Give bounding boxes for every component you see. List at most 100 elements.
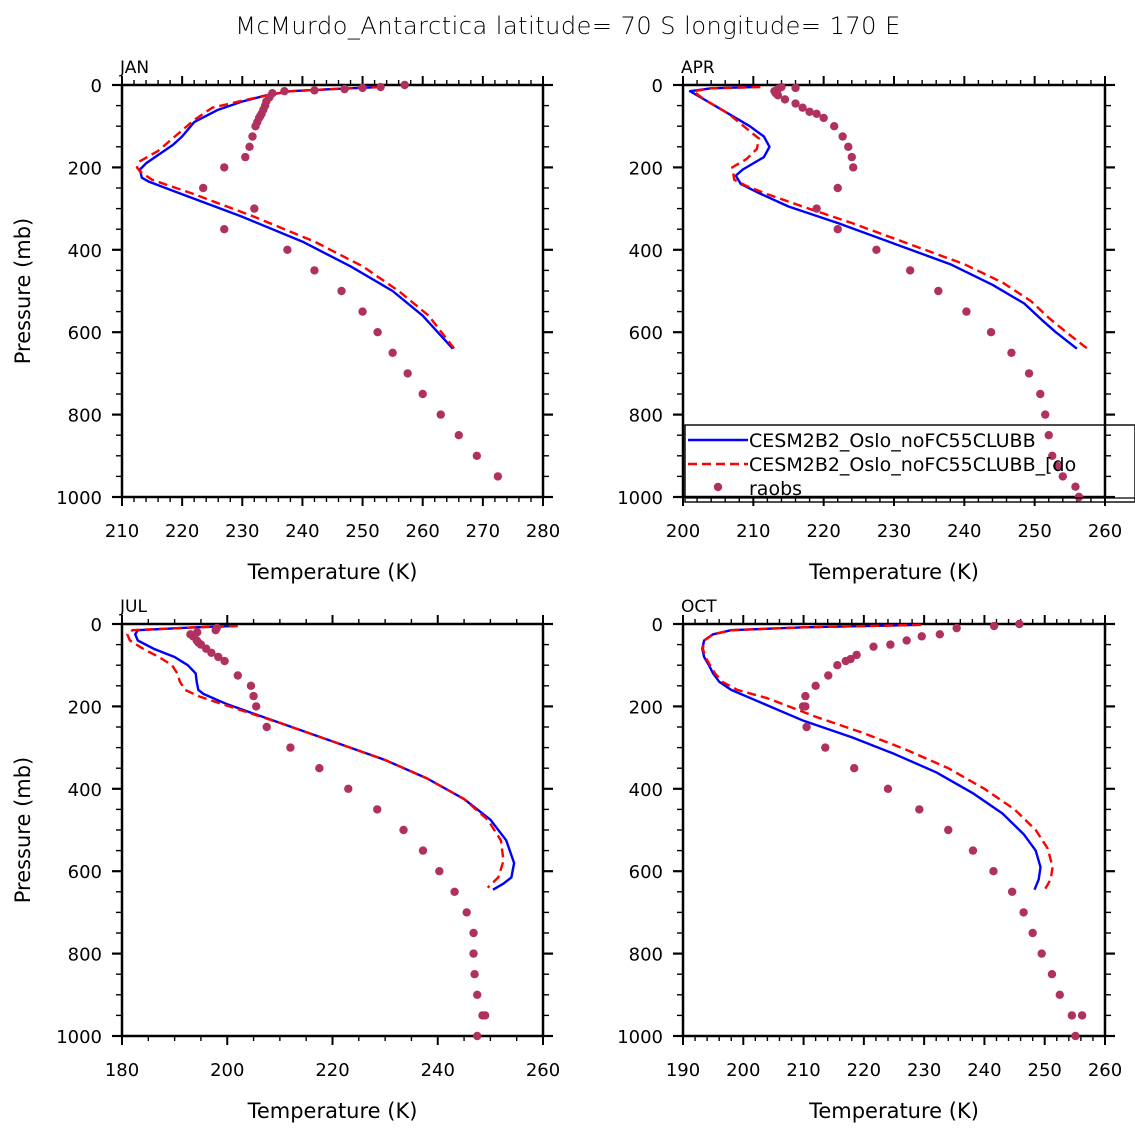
raobs-point: [480, 1011, 490, 1020]
raobs-point: [833, 661, 842, 670]
raobs-point: [450, 887, 459, 896]
y-tick-label: 400: [629, 780, 663, 801]
raobs-point: [1024, 369, 1034, 378]
raobs-point: [812, 204, 821, 213]
raobs-point: [1019, 908, 1028, 917]
legend: CESM2B2_Oslo_noFC55CLUBBCESM2B2_Oslo_noF…: [684, 424, 1135, 503]
x-tick-label: 250: [1028, 1060, 1062, 1081]
raobs-point: [493, 472, 503, 481]
raobs-point: [968, 846, 978, 855]
raobs-point: [798, 103, 807, 112]
legend-box: [684, 424, 1135, 503]
y-tick-label: 400: [68, 241, 102, 262]
raobs-point: [435, 867, 444, 876]
raobs-point: [469, 949, 478, 958]
raobs-point: [310, 86, 319, 95]
raobs-point: [791, 83, 800, 93]
x-axis-title: Temperature (K): [808, 560, 979, 584]
raobs-point: [1028, 928, 1037, 938]
raobs-point: [798, 702, 808, 711]
raobs-point: [340, 84, 349, 94]
raobs-point: [1048, 451, 1057, 460]
raobs-point: [220, 656, 229, 666]
raobs-point: [833, 183, 842, 193]
raobs-point: [280, 86, 289, 96]
legend-label: CESM2B2_Oslo_noFC55CLUBB: [749, 430, 1036, 452]
model-solid-line: [688, 85, 1078, 350]
y-tick-label: 1000: [617, 488, 663, 509]
raobs-point: [886, 640, 895, 649]
raobs-point: [211, 625, 220, 635]
raobs-point: [934, 286, 943, 296]
raobs-point: [844, 142, 853, 151]
raobs-point: [376, 82, 385, 92]
raobs-point: [989, 867, 998, 876]
x-tick-label: 200: [726, 1060, 760, 1081]
raobs-point: [251, 122, 260, 131]
raobs-point: [1036, 389, 1045, 399]
raobs-point: [847, 152, 856, 162]
raobs-point: [850, 764, 859, 773]
y-tick-label: 600: [68, 862, 102, 883]
y-tick-label: 1000: [56, 488, 102, 509]
x-tick-label: 220: [847, 1060, 881, 1081]
x-tick-label: 250: [345, 521, 379, 542]
raobs-point: [388, 348, 397, 357]
x-tick-label: 240: [285, 521, 319, 542]
raobs-point: [214, 652, 223, 662]
raobs-point: [1037, 949, 1046, 958]
raobs-point: [1052, 461, 1062, 471]
raobs-point: [473, 1031, 482, 1041]
raobs-point: [838, 132, 847, 141]
raobs-point: [436, 410, 445, 419]
raobs-point: [283, 245, 292, 254]
raobs-point: [250, 204, 259, 213]
y-tick-label: 600: [68, 323, 102, 344]
raobs-point: [773, 91, 783, 100]
raobs-point: [462, 908, 471, 917]
x-tick-label: 230: [225, 521, 259, 542]
raobs-point: [791, 99, 800, 108]
raobs-point: [902, 636, 911, 645]
y-tick-label: 200: [68, 158, 102, 179]
series-group: [701, 623, 1054, 891]
series-group: [688, 85, 1089, 350]
raobs-point: [1077, 1011, 1087, 1020]
raobs-point: [962, 307, 971, 316]
raobs-point: [780, 95, 790, 104]
raobs-point: [310, 266, 319, 275]
model-solid-line: [133, 624, 516, 891]
y-tick-label: 200: [629, 697, 663, 718]
raobs-point: [472, 451, 482, 460]
raobs-point: [805, 107, 814, 116]
y-tick-label: 200: [629, 158, 663, 179]
panel-oct: OCT 190 200 210 220 230 240 250 260 0 200 400 600 800…: [617, 597, 1122, 1123]
x-tick-label: 260: [1088, 1060, 1122, 1081]
raobs-point: [473, 990, 482, 999]
y-tick-label: 600: [629, 323, 663, 344]
x-tick-label: 220: [165, 521, 199, 542]
raobs-point: [358, 307, 367, 316]
x-axis-title: Temperature (K): [808, 1099, 979, 1123]
raobs-point: [811, 681, 820, 690]
model-dashed-line: [126, 624, 505, 889]
model-dashed-line: [692, 85, 1089, 350]
model-dashed-line: [135, 85, 457, 352]
raobs-point: [1071, 482, 1080, 491]
x-tick-label: 210: [105, 521, 139, 542]
raobs-point: [841, 656, 850, 666]
raobs-point: [337, 286, 346, 296]
raobs-point: [824, 671, 833, 680]
raobs-point: [286, 743, 295, 752]
raobs-point: [869, 642, 878, 651]
raobs-point: [373, 328, 382, 337]
x-tick-label: 260: [406, 521, 440, 542]
x-tick-label: 240: [421, 1060, 455, 1081]
raobs-point: [1007, 348, 1016, 357]
x-tick-label: 260: [1088, 521, 1122, 542]
x-tick-label: 240: [947, 521, 981, 542]
raobs-point: [821, 743, 830, 752]
panel-jan: JAN 210 220 230 240 250 260 270 280 0 200 400 600 800…: [11, 58, 560, 584]
x-tick-label: 210: [736, 521, 770, 542]
raobs-point: [1058, 472, 1068, 481]
